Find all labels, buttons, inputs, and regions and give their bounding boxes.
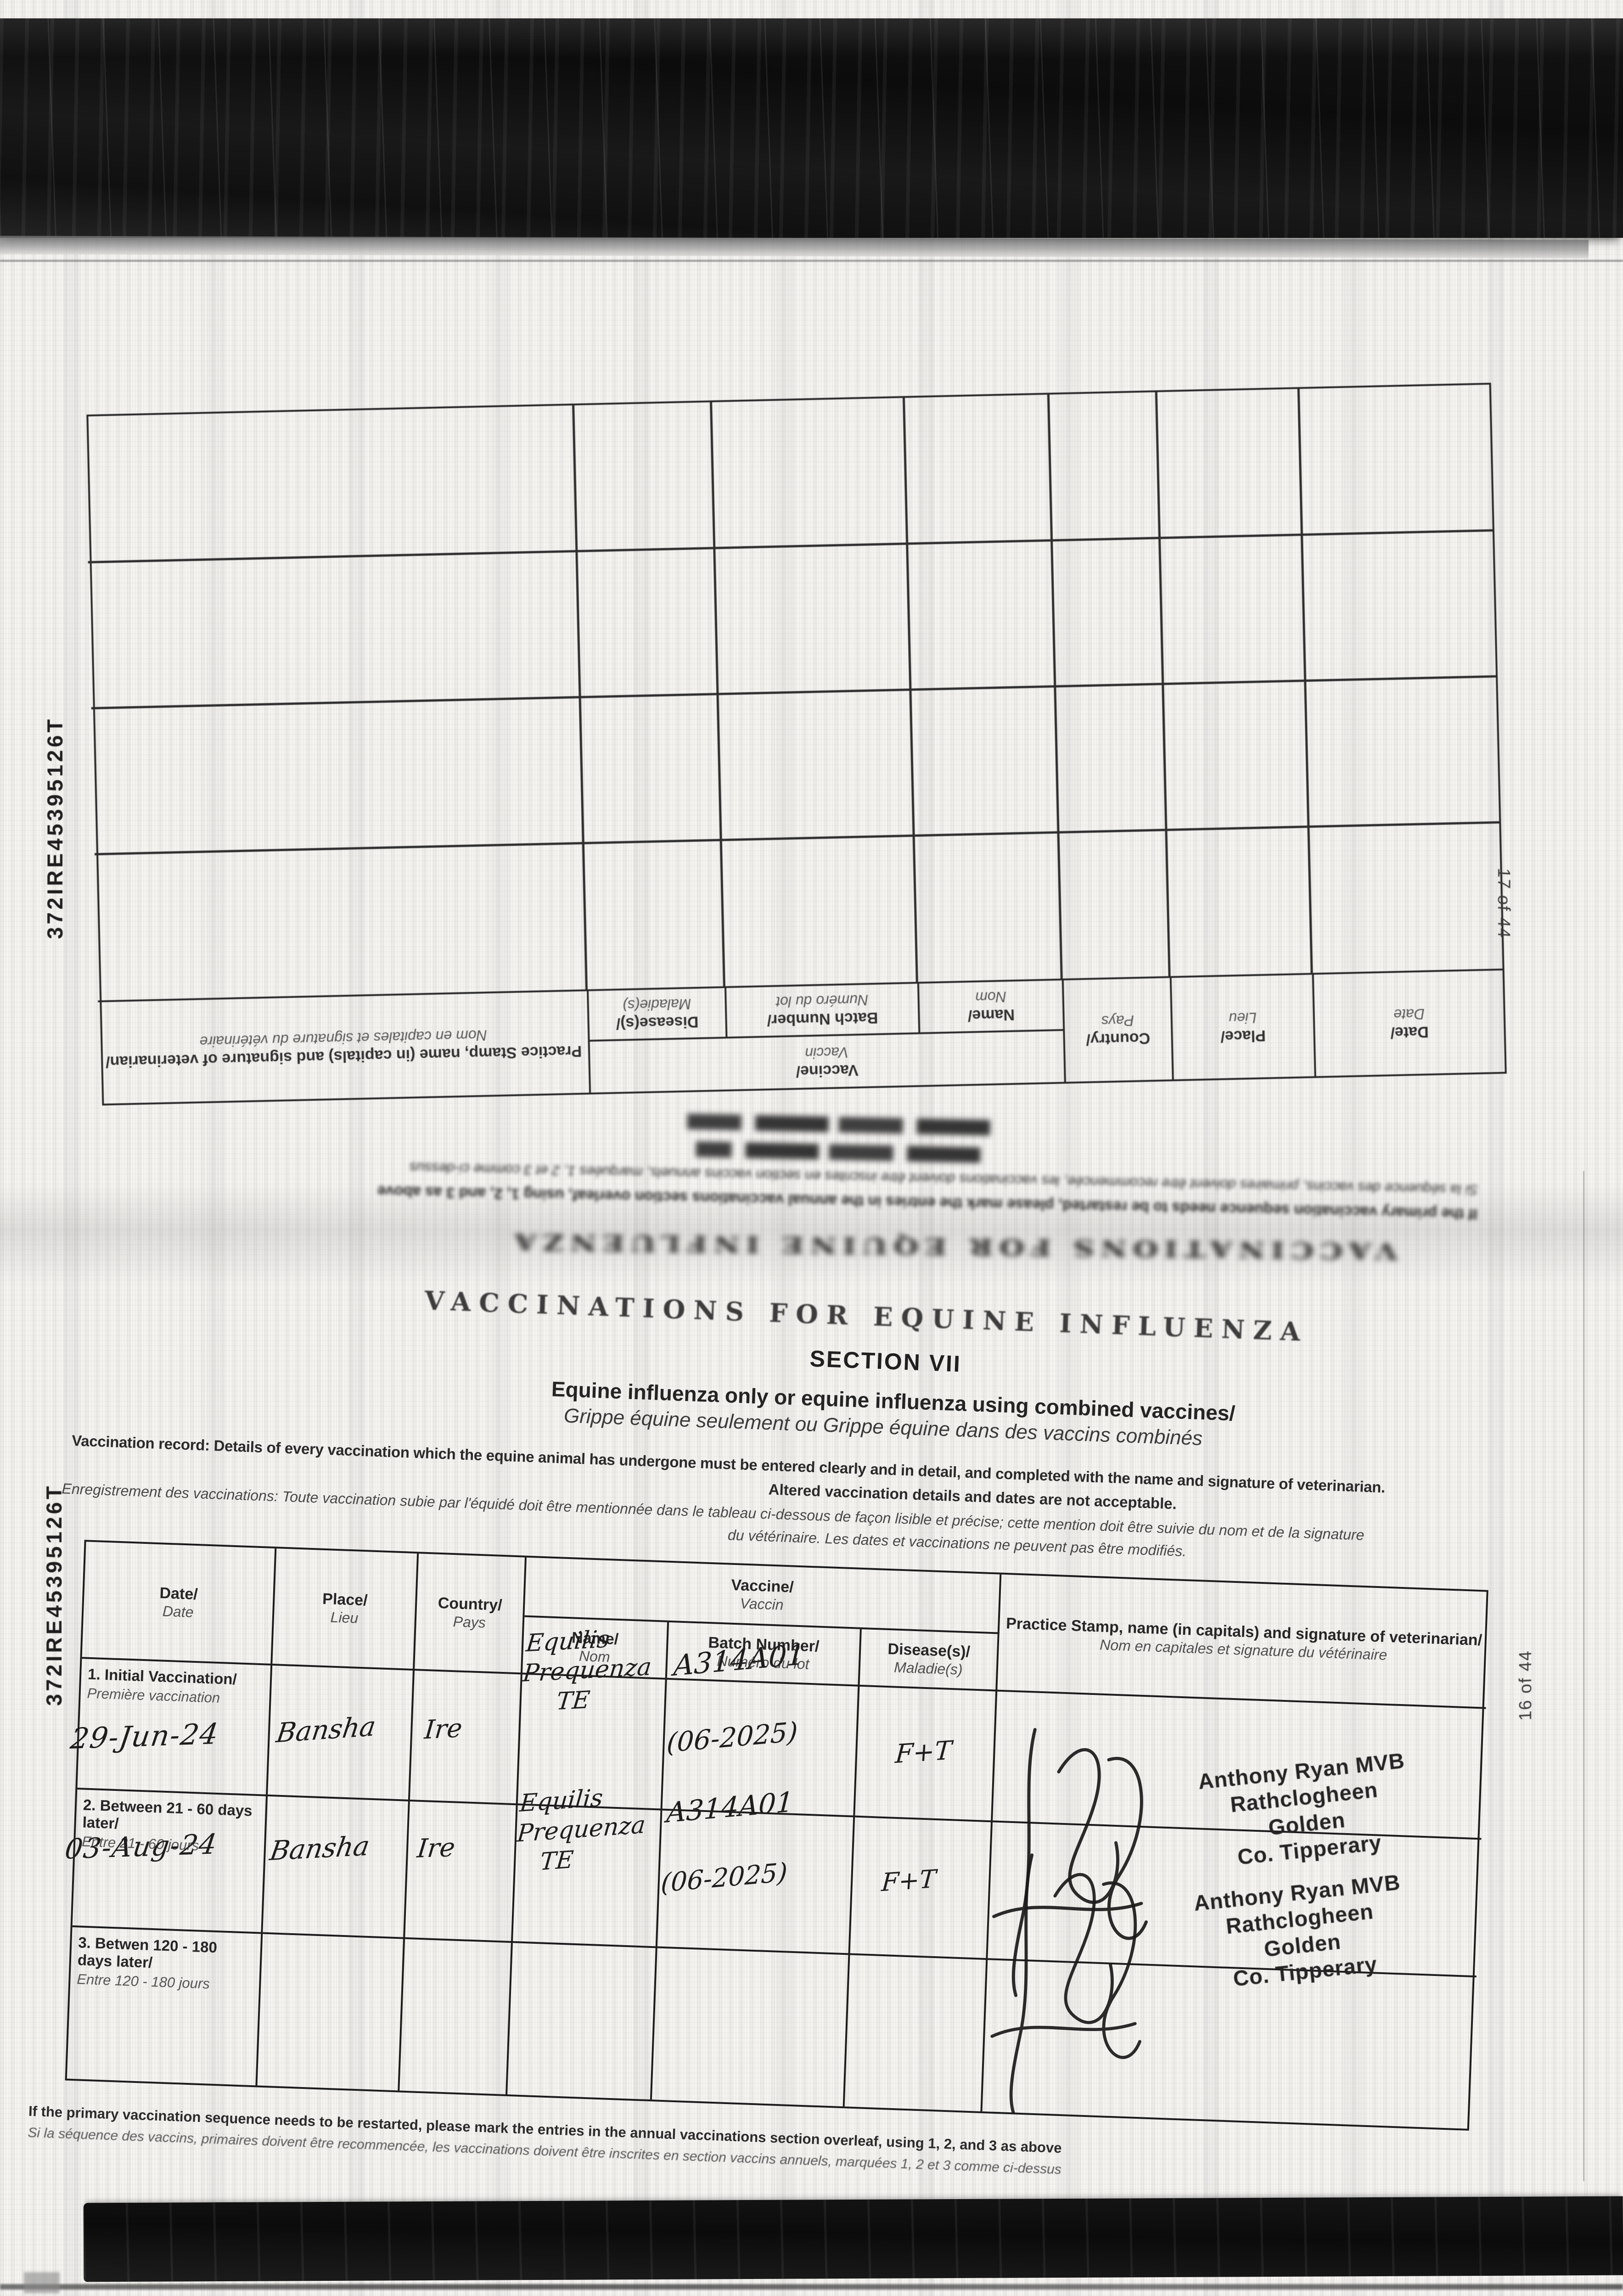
overleaf-header-stamp: Practice Stamp, name (in capitals) and s… [98, 989, 590, 1104]
overleaf-header-batch: Batch Number/ Numéro du lot [724, 982, 919, 1037]
overleaf-empty-grid-rows [84, 384, 1503, 1001]
scan-streaks [0, 18, 1623, 238]
handwritten-vaccine-name-1: Equilis Prequenza TE [521, 1625, 653, 1716]
header-disease: Disease(s)/ Maladie(s) [859, 1629, 1000, 1692]
header-date: Date/ Date [82, 1542, 277, 1666]
page-number-overleaf: 17 of 44 [1494, 867, 1513, 940]
row1-label-cell: 1. Initial Vaccination/ Première vaccina… [68, 1659, 273, 1796]
handwritten-country-1: Ire [423, 1713, 464, 1745]
row3-vaccine-name-cell [507, 1943, 657, 2100]
smudge-line [687, 1114, 991, 1136]
overleaf-header-place: Place/ Lieu [1169, 973, 1314, 1080]
overleaf-header-date: Date/ Date [1312, 968, 1505, 1076]
passport-code-vertical-top: 372IRE45395126T [43, 716, 67, 939]
row3-label-cell: 3. Betwen 120 - 180 days later/ Entre 12… [67, 1927, 263, 2086]
scan-corner-mark [24, 2272, 60, 2293]
smudge-line [696, 1141, 981, 1163]
scan-streaks [83, 2196, 1623, 2282]
handwritten-country-2: Ire [416, 1832, 457, 1864]
vaccination-table: Date/ Date Place/ Lieu Country/ Pays Vac… [63, 1540, 1490, 2131]
veterinarian-signature-2 [990, 1853, 1141, 2115]
row1-country-cell: Ire [410, 1671, 522, 1806]
row2-batch-cell: A314A01 (06-2025) [657, 1786, 855, 1955]
handwritten-date-2: 03-Aug-24 [62, 1828, 220, 1866]
overleaf-header-vaccine: Vaccine/ Vaccin [588, 1029, 1064, 1093]
handwritten-vaccine-name-2: Equilis Prequenza TE [516, 1784, 647, 1876]
scan-fold-shadow [0, 1185, 1623, 1286]
front-page-sheet: VACCINATIONS FOR EQUINE INFLUENZA SECTIO… [28, 1266, 1583, 2195]
page-number-current: 16 of 44 [1516, 1649, 1535, 1721]
row2-vaccine-name-cell: Equilis Prequenza TE [512, 1784, 663, 1948]
handwritten-place-2: Bansha [268, 1830, 372, 1867]
row1-disease-cell: F+T [855, 1686, 998, 1823]
row2-disease-cell: F+T [850, 1817, 993, 1960]
row3-batch-cell [651, 1948, 850, 2107]
row2-place-cell: Bansha [263, 1796, 410, 1939]
header-country: Country/ Pays [414, 1553, 527, 1675]
scanner-black-band-top [0, 18, 1623, 238]
passport-code-vertical-bottom: 372IRE45395126T [42, 1483, 66, 1706]
scan-bottom-streak [0, 2284, 1623, 2290]
row3-place-cell [257, 1934, 405, 2091]
scanner-black-band-bottom [83, 2196, 1623, 2282]
handwritten-disease-1: F+T [894, 1735, 953, 1770]
overleaf-header-country: Country/ Pays [1061, 976, 1172, 1082]
header-place: Place/ Lieu [272, 1548, 419, 1671]
row3-disease-cell [844, 1955, 988, 2111]
handwritten-disease-2: F+T [880, 1864, 937, 1897]
row2-label-cell: 2. Between 21 - 60 days later/ Entre 21 … [63, 1790, 268, 1934]
page-edge-line [1583, 1171, 1584, 2181]
handwritten-batch-1: A314A01 (06-2025) [666, 1637, 806, 1759]
handwritten-date-1: 29-Jun-24 [68, 1716, 221, 1756]
row2-stamp-cell: Anthony Ryan MVB Rathclogheen Golden Co.… [988, 1822, 1482, 2115]
handwritten-batch-2: A314A01 (06-2025) [660, 1786, 795, 1899]
scan-gray-strip [0, 236, 1589, 259]
row1-place-cell: Bansha [267, 1666, 415, 1801]
overleaf-vaccination-table-flipped: Date/ Date Place/ Lieu Country/ Pays Vac… [84, 383, 1507, 1106]
overleaf-header-disease: Disease(s)/ Maladie(s) [586, 986, 726, 1040]
overleaf-header-name: Name/ Nom [917, 979, 1063, 1033]
scan-edge-line [0, 260, 1623, 262]
header-stamp: Practice Stamp, name (in capitals) and s… [997, 1574, 1490, 1709]
row2-country-cell: Ire [405, 1801, 518, 1943]
handwritten-place-1: Bansha [274, 1710, 378, 1749]
row1-stamp-cell: Anthony Ryan MVB Rathclogheen Golden Co.… [992, 1691, 1486, 1997]
row3-country-cell [399, 1939, 513, 2094]
